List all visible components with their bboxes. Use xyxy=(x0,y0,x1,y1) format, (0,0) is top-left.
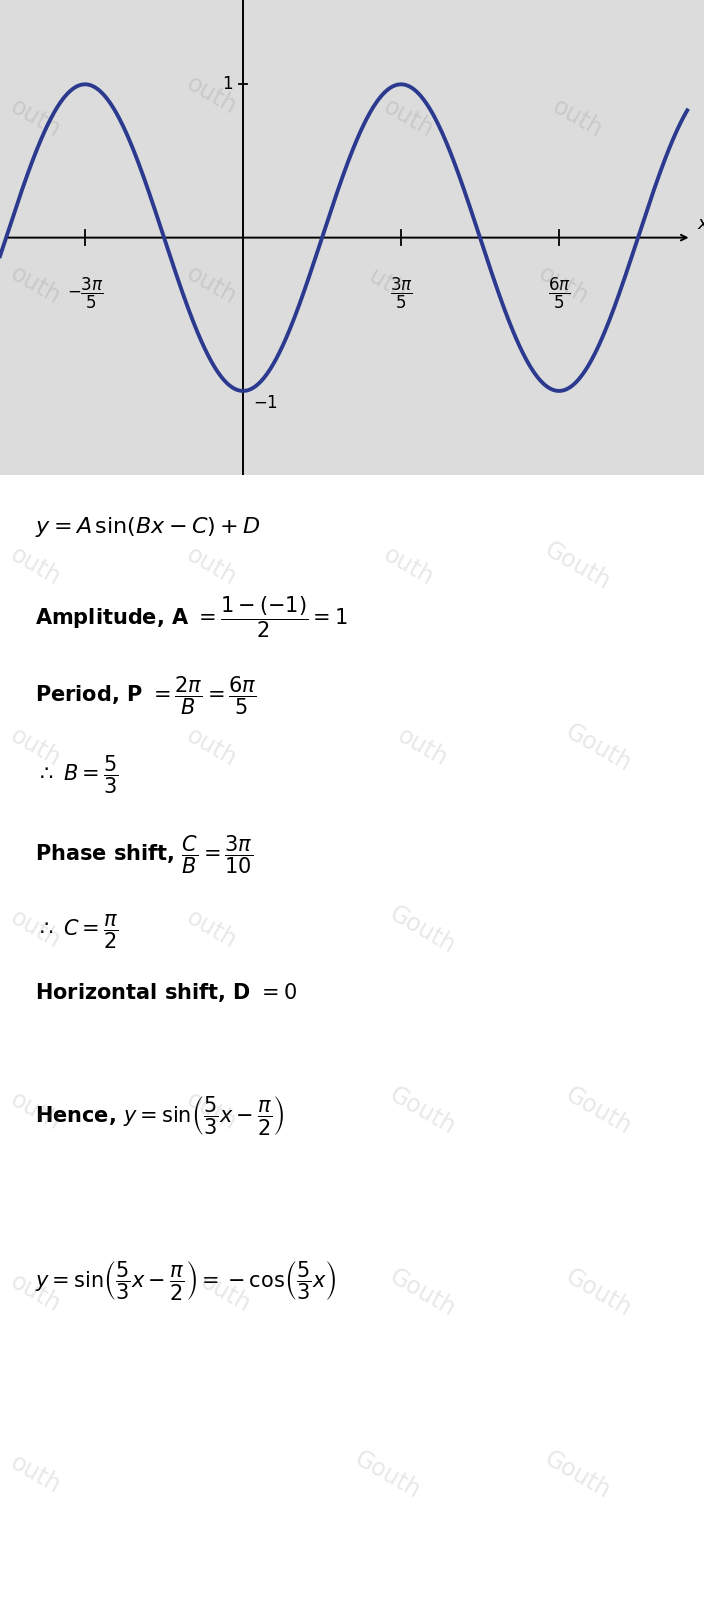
Text: outh: outh xyxy=(6,543,65,590)
Text: outh: outh xyxy=(6,1087,65,1136)
Text: Gouth: Gouth xyxy=(540,1447,615,1503)
Text: outh: outh xyxy=(182,1087,241,1136)
Text: outh: outh xyxy=(6,1269,65,1316)
Text: Gouth: Gouth xyxy=(385,1083,460,1139)
Text: outh: outh xyxy=(182,543,241,590)
Text: outh: outh xyxy=(379,543,438,590)
Text: $x$: $x$ xyxy=(697,214,704,234)
Text: Hence, $y = \sin\!\left(\dfrac{5}{3}x - \dfrac{\pi}{2}\right)$: Hence, $y = \sin\!\left(\dfrac{5}{3}x - … xyxy=(35,1094,285,1137)
Text: outh: outh xyxy=(548,95,607,143)
Text: $y = \sin\!\left(\dfrac{5}{3}x - \dfrac{\pi}{2}\right) = -\cos\!\left(\dfrac{5}{: $y = \sin\!\left(\dfrac{5}{3}x - \dfrac{… xyxy=(35,1258,337,1302)
Text: $\dfrac{3\pi}{5}$: $\dfrac{3\pi}{5}$ xyxy=(389,275,413,311)
Text: Amplitude, A $= \dfrac{1-(-1)}{2} = 1$: Amplitude, A $= \dfrac{1-(-1)}{2} = 1$ xyxy=(35,594,348,640)
Text: outh: outh xyxy=(6,95,65,143)
Text: outh: outh xyxy=(182,261,241,309)
Text: outh: outh xyxy=(182,905,241,954)
Text: Gouth: Gouth xyxy=(540,538,615,594)
Text: Period, P $= \dfrac{2\pi}{B} = \dfrac{6\pi}{5}$: Period, P $= \dfrac{2\pi}{B} = \dfrac{6\… xyxy=(35,673,257,717)
Text: outh: outh xyxy=(6,1452,65,1498)
Text: Phase shift, $\dfrac{C}{B} = \dfrac{3\pi}{10}$: Phase shift, $\dfrac{C}{B} = \dfrac{3\pi… xyxy=(35,833,253,875)
Text: outh: outh xyxy=(534,261,593,309)
Text: outh: outh xyxy=(379,95,438,143)
Text: Horizontal shift, D $= 0$: Horizontal shift, D $= 0$ xyxy=(35,981,297,1004)
Text: $\therefore\ B = \dfrac{5}{3}$: $\therefore\ B = \dfrac{5}{3}$ xyxy=(35,754,118,796)
Text: outh: outh xyxy=(6,723,65,772)
Text: $\dfrac{6\pi}{5}$: $\dfrac{6\pi}{5}$ xyxy=(548,275,570,311)
Text: outh: outh xyxy=(6,261,65,309)
Text: $y = A\,\sin(Bx - C) + D$: $y = A\,\sin(Bx - C) + D$ xyxy=(35,516,261,540)
Text: uth: uth xyxy=(364,264,410,306)
Text: Gouth: Gouth xyxy=(561,720,636,777)
Text: $\therefore\ C = \dfrac{\pi}{2}$: $\therefore\ C = \dfrac{\pi}{2}$ xyxy=(35,912,119,950)
Text: $1$: $1$ xyxy=(222,76,233,93)
Text: outh: outh xyxy=(6,905,65,954)
Text: outh: outh xyxy=(182,71,241,119)
Text: Gouth: Gouth xyxy=(350,1447,425,1503)
Text: outh: outh xyxy=(182,723,241,772)
Text: Gouth: Gouth xyxy=(385,1265,460,1321)
Text: $-\dfrac{3\pi}{5}$: $-\dfrac{3\pi}{5}$ xyxy=(67,275,103,311)
Text: Gouth: Gouth xyxy=(561,1265,636,1321)
Text: outh: outh xyxy=(196,1269,255,1316)
Text: outh: outh xyxy=(393,723,452,772)
Text: Gouth: Gouth xyxy=(385,901,460,959)
Text: $-1$: $-1$ xyxy=(253,395,278,412)
Text: Gouth: Gouth xyxy=(561,1083,636,1139)
